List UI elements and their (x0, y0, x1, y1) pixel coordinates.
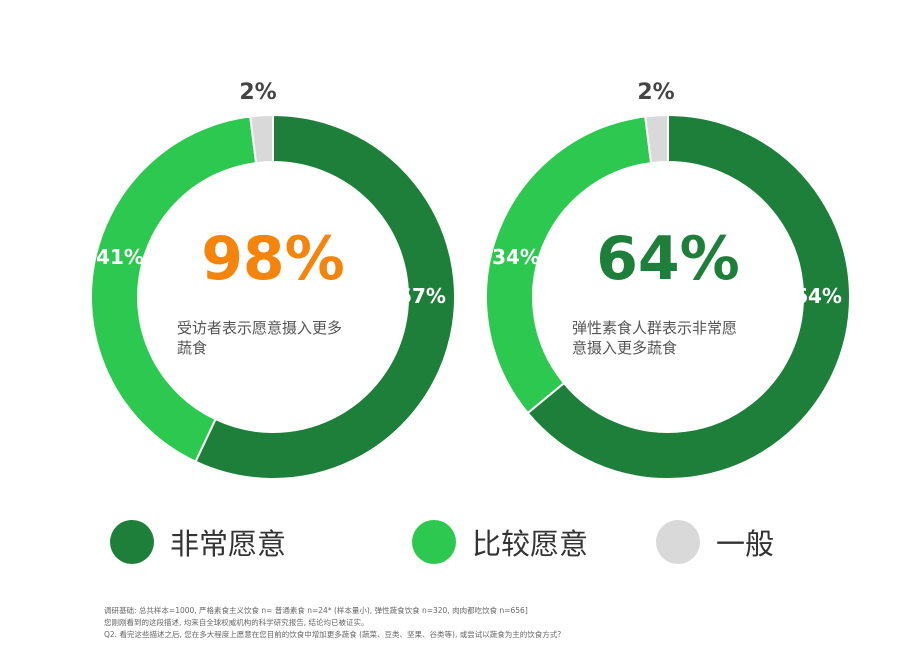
legend-swatch-neutral (656, 520, 700, 564)
legend-item-neutral: 一般 (656, 520, 774, 564)
slice-very-willing (526, 113, 851, 480)
center-caption-line: 意摄入更多蔬食 (572, 339, 677, 357)
legend-label-very-willing: 非常愿意 (170, 527, 287, 561)
footnote-line-3: Q2. 看完这些描述之后, 您在多大程度上愿意在您目前的饮食中增加更多蔬食 (蔬… (104, 630, 562, 639)
legend-swatch-fairly-willing (412, 520, 456, 564)
slice-fairly-willing (90, 115, 258, 464)
slice-label-very-willing: 57% (398, 284, 446, 308)
slice-very-willing (194, 113, 456, 480)
center-value: 64% (596, 224, 740, 294)
center-caption-line: 蔬食 (177, 339, 207, 357)
footnote-line-1: 调研基础: 总共样本=1000, 严格素食主义饮食 n= 普通素食 n=24* … (104, 606, 528, 615)
center-caption-line: 受访者表示愿意摄入更多 (177, 319, 342, 337)
legend-item-fairly-willing: 比较愿意 (412, 520, 588, 564)
slice-neutral (644, 113, 669, 165)
slice-label-fairly-willing: 41% (96, 245, 144, 269)
slice-neutral (249, 113, 274, 165)
legend-label-fairly-willing: 比较愿意 (472, 527, 589, 561)
legend: 非常愿意 比较愿意 一般 (0, 520, 921, 580)
legend-swatch-very-willing (110, 520, 154, 564)
slice-label-neutral: 2% (239, 80, 276, 105)
footnote-line-2: 您刚刚看到的这段描述, 均来自全球权威机构的科学研究报告, 结论均已被证实。 (104, 618, 369, 627)
slice-label-neutral: 2% (637, 80, 674, 105)
slice-label-very-willing: 64% (794, 284, 842, 308)
legend-item-very-willing: 非常愿意 (110, 520, 286, 564)
slice-fairly-willing (485, 115, 653, 415)
center-caption-line: 弹性素食人群表示非常愿 (572, 319, 737, 337)
center-value: 98% (201, 224, 345, 294)
legend-label-neutral: 一般 (716, 527, 775, 561)
footnote: 调研基础: 总共样本=1000, 严格素食主义饮食 n= 普通素食 n=24* … (104, 605, 864, 641)
slice-label-fairly-willing: 34% (492, 245, 540, 269)
